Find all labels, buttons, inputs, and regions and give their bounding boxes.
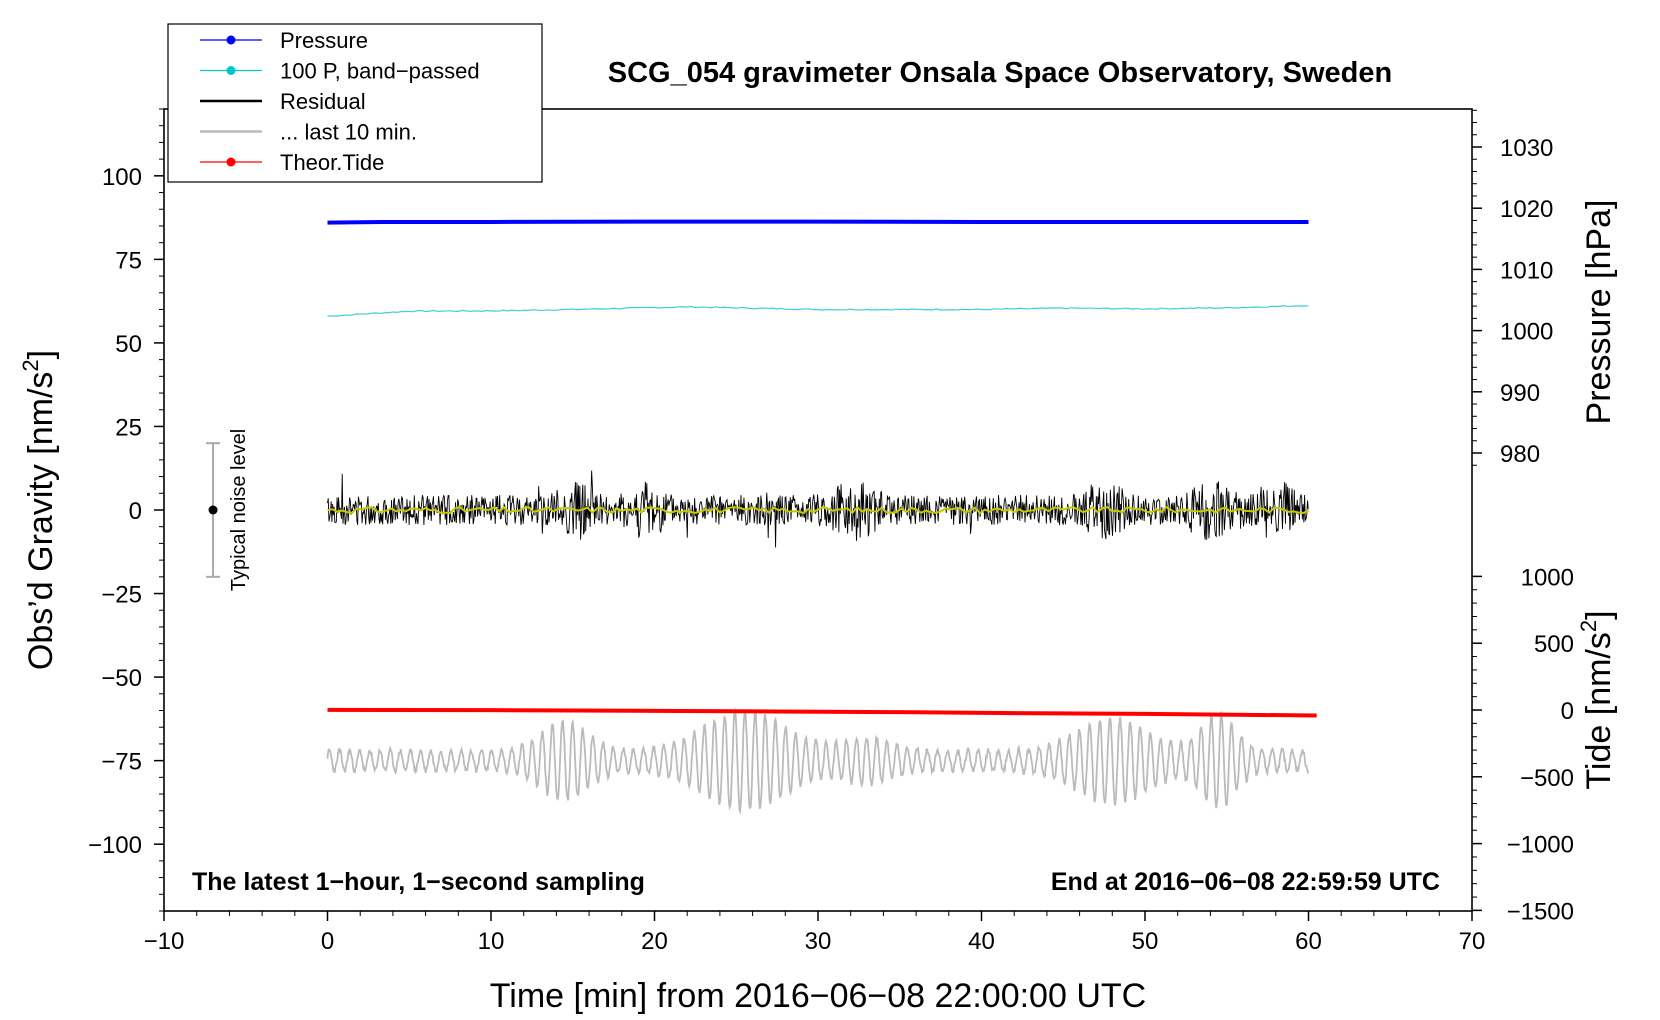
pressure-tick-label: 1020	[1500, 196, 1553, 223]
y-axis-label-sup: 2	[18, 359, 43, 371]
legend-label: Theor.Tide	[280, 150, 384, 175]
legend-swatch-marker	[226, 35, 236, 45]
noise-level-label: Typical noise level	[228, 429, 250, 591]
y-axis-label-main: Obs’d Gravity [nm/s	[22, 372, 60, 671]
tide-axis-label-sup: 2	[1576, 620, 1601, 632]
tide-tick-label: −1500	[1507, 898, 1574, 925]
tide-tick-label: 1000	[1521, 564, 1574, 591]
y-tick-label: −100	[88, 832, 142, 859]
legend-label: 100 P, band−passed	[280, 59, 480, 84]
x-tick-label: 30	[805, 928, 832, 955]
band-passed-series	[327, 305, 1309, 317]
legend-item: Pressure	[200, 28, 368, 53]
pressure-tick-label: 1010	[1500, 257, 1553, 284]
y-tick-label: 50	[115, 331, 142, 358]
residual-series	[327, 470, 1309, 548]
y-tick-label: −75	[101, 749, 142, 776]
legend-box	[167, 23, 543, 183]
x-tick-label: 70	[1459, 928, 1486, 955]
pressure-tick-label: 980	[1500, 441, 1540, 468]
residual-mean-series	[327, 505, 1309, 515]
annotation-end-time: End at 2016−06−08 22:59:59 UTC	[1051, 868, 1440, 896]
annotation-sampling: The latest 1−hour, 1−second sampling	[192, 868, 645, 896]
y-tick-label: −50	[101, 665, 142, 692]
x-tick-label: 40	[968, 928, 995, 955]
tide-tick-label: 0	[1561, 698, 1574, 725]
x-tick-label: −10	[144, 928, 185, 955]
legend-swatch-marker	[226, 66, 236, 75]
last-10-min-series	[326, 707, 1310, 815]
x-tick-label: 10	[478, 928, 505, 955]
x-tick-label: 0	[321, 928, 334, 955]
legend-label: ... last 10 min.	[280, 120, 417, 145]
pressure-series	[327, 219, 1309, 225]
y-axis-label: Obs’d Gravity [nm/s2]	[18, 350, 60, 670]
legend-item: 100 P, band−passed	[200, 59, 480, 84]
tide-series	[327, 707, 1317, 718]
legend: Pressure 100 P, band−passed Residual ... la…	[167, 23, 543, 183]
pressure-tick-label: 1000	[1500, 319, 1553, 346]
noise-center-dot	[208, 505, 218, 515]
legend-label: Residual	[280, 89, 366, 114]
y-tick-label: 0	[129, 498, 142, 525]
tide-axis-label-end: ]	[1580, 610, 1618, 619]
legend-item: Residual	[200, 89, 366, 114]
y-tick-label: −25	[101, 582, 142, 609]
x-axis-label: Time [min] from 2016−06−08 22:00:00 UTC	[490, 977, 1146, 1015]
pressure-tick-label: 990	[1500, 380, 1540, 407]
legend-label: Pressure	[280, 28, 368, 53]
pressure-tick-label: 1030	[1500, 135, 1553, 162]
legend-swatch-marker	[226, 157, 236, 167]
y-axis-label-end: ]	[22, 350, 60, 359]
tide-tick-label: −500	[1520, 765, 1574, 792]
y-tick-label: 100	[102, 164, 142, 191]
pressure-axis-label: Pressure [hPa]	[1580, 200, 1618, 425]
y-tick-label: 25	[115, 414, 142, 441]
y-tick-label: 75	[115, 247, 142, 274]
chart-title: SCG_054 gravimeter Onsala Space Observat…	[608, 57, 1392, 89]
tide-axis-label-main: Tide [nm/s	[1580, 632, 1618, 789]
tide-tick-label: 500	[1534, 631, 1574, 658]
legend-item: Theor.Tide	[200, 150, 384, 175]
tide-axis-label: Tide [nm/s2]	[1576, 610, 1618, 789]
x-tick-label: 20	[641, 928, 668, 955]
tide-tick-label: −1000	[1507, 832, 1574, 859]
x-tick-label: 60	[1295, 928, 1322, 955]
x-tick-label: 50	[1132, 928, 1159, 955]
legend-item: ... last 10 min.	[200, 120, 417, 145]
